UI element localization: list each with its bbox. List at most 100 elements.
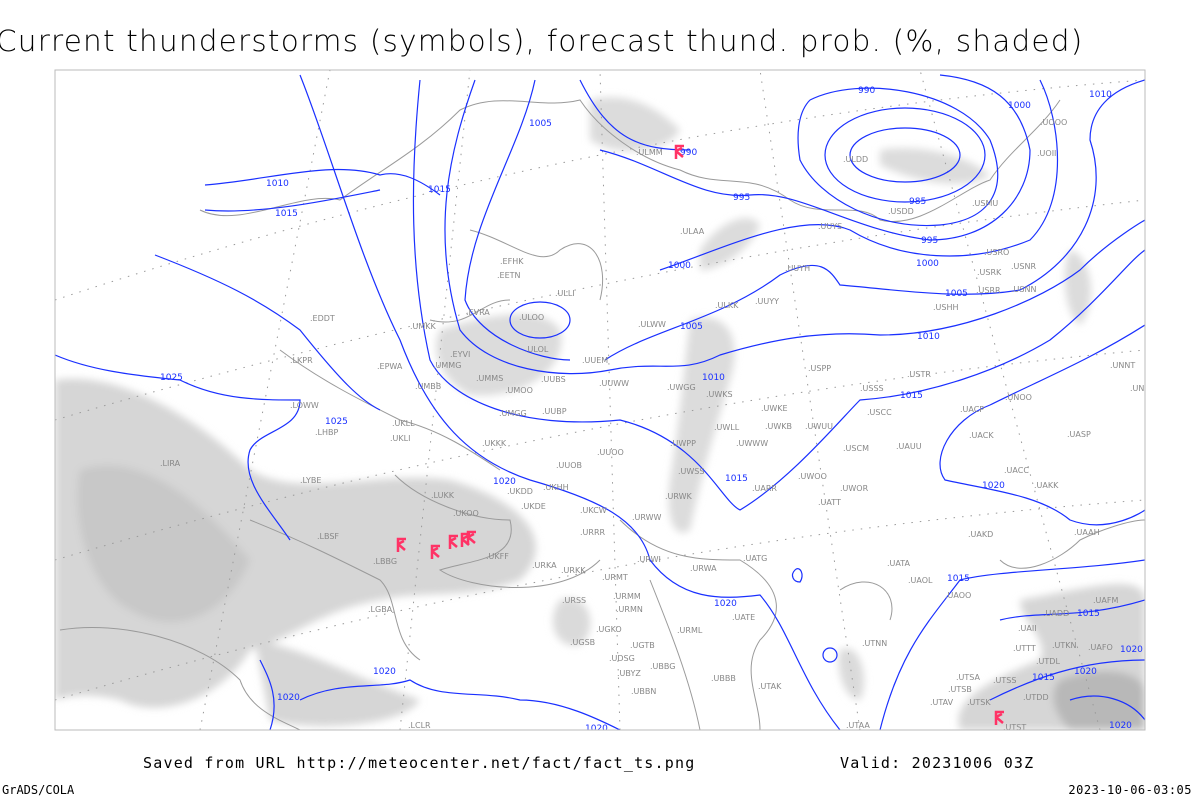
station-label: .ULOO [519, 313, 544, 322]
station-label: .LOWW [290, 401, 319, 410]
station-label: .LUKK [431, 491, 455, 500]
station-label: .UNNT [1110, 361, 1135, 370]
isobar-label: 1015 [1032, 673, 1055, 683]
station-label: .UARR [752, 484, 777, 493]
station-label: .UMBB [415, 382, 441, 391]
station-label: .UWPP [670, 439, 696, 448]
isobar-label: 1020 [1109, 721, 1132, 731]
station-label: .UBBG [650, 662, 675, 671]
station-label: .UAFO [1088, 643, 1113, 652]
station-label: .UKKK [482, 439, 507, 448]
valid-time-text: Valid: 20231006 03Z [840, 754, 1035, 772]
station-label: .UATG [743, 554, 767, 563]
isobar-label: 1015 [947, 574, 970, 584]
station-label: .USCC [867, 408, 892, 417]
isobar-label: 1020 [714, 599, 737, 609]
station-label: .UWLL [714, 423, 740, 432]
station-label: .LHBP [315, 428, 339, 437]
station-label: .ULAA [680, 227, 705, 236]
station-label: .LBBG [373, 557, 397, 566]
station-label: .USPP [808, 364, 831, 373]
station-label: .USNN [1011, 285, 1036, 294]
thunderstorm-symbol-icon [448, 534, 458, 549]
isobar-label: 1000 [1008, 101, 1031, 111]
station-label: .UAKK [1034, 481, 1059, 490]
station-label: .UWOR [840, 484, 869, 493]
isobar-label: 1025 [160, 373, 183, 383]
isobar-label: 1020 [982, 481, 1005, 491]
station-label: .URMN [616, 605, 643, 614]
station-label: .EFHK [500, 257, 524, 266]
station-label: .UACC [1004, 466, 1029, 475]
station-label: .URMM [613, 592, 641, 601]
station-label: .EETN [497, 271, 521, 280]
isobar-label: 1020 [1120, 645, 1143, 655]
station-label: .UKLI [390, 434, 410, 443]
isobar-label: 1000 [916, 259, 939, 269]
station-label: .UUBS [541, 375, 566, 384]
isobar-label: 1005 [945, 289, 968, 299]
station-label: .URRR [580, 528, 606, 537]
station-label: .UTNN [862, 639, 887, 648]
station-label: .UUOB [556, 461, 582, 470]
station-label: .USCM [843, 444, 869, 453]
station-label: .UMGG [499, 409, 527, 418]
station-label: .EVRA [466, 308, 490, 317]
lat-lon-grid [55, 70, 1145, 730]
station-label: .UATT [818, 498, 841, 507]
station-label: .UUEM [582, 356, 608, 365]
software-credit: GrADS/COLA [2, 783, 75, 797]
station-label: .ULLI [555, 289, 575, 298]
station-label: .LBSF [317, 532, 339, 541]
station-label: .EYVI [450, 350, 470, 359]
isobar-label: 1020 [493, 477, 516, 487]
thunderstorm-symbol-icon [396, 537, 406, 552]
station-label: .UTKN [1052, 641, 1077, 650]
isobar-label: 1020 [585, 724, 608, 734]
station-label: .UUWW [599, 379, 629, 388]
thunderstorm-probability-shading [55, 97, 1145, 730]
isobar-labels: 990 990 995 995 985 1000 1000 1000 1010 … [160, 86, 1143, 734]
station-label: .ULKK [715, 301, 739, 310]
station-label: .UWKE [761, 404, 788, 413]
station-label: .UWKS [706, 390, 733, 399]
isobar-label: 990 [680, 148, 697, 158]
isobar-label: 1000 [668, 261, 691, 271]
station-label: .EPWA [377, 362, 403, 371]
station-label: .URMT [602, 573, 628, 582]
station-label: .UOII [1037, 149, 1056, 158]
station-label: .UAUU [896, 442, 922, 451]
station-label: .UUOO [597, 448, 624, 457]
isobar-label: 1020 [1074, 667, 1097, 677]
station-label: .URKK [561, 566, 586, 575]
station-label: .URWI [637, 555, 661, 564]
station-label: .UKOO [453, 509, 479, 518]
station-label: .UAFM [1093, 596, 1118, 605]
station-label: .ULOL [525, 345, 549, 354]
station-label: .LYBE [300, 476, 321, 485]
station-label: .UMMS [476, 374, 503, 383]
isobar-label: 1020 [373, 667, 396, 677]
station-label: .UDSG [609, 654, 635, 663]
station-label: .UAOL [908, 576, 933, 585]
station-label: .UKDD [507, 487, 533, 496]
station-label: .UWWW [736, 439, 768, 448]
station-label: .UUYS [818, 222, 842, 231]
station-label: .USNR [1011, 262, 1036, 271]
station-label: .UOOO [1040, 118, 1067, 127]
isobar-label: 995 [921, 236, 938, 246]
thunderstorm-symbol-icon [430, 544, 440, 559]
station-label: .URWA [690, 564, 717, 573]
isobars [55, 74, 1145, 730]
station-labels: .ULMM .ULDD .USDD .USMU .UOOO .UOII .ULAA .UUYS… [160, 118, 1145, 730]
station-label: .LGBA [368, 605, 393, 614]
station-label: .UGKO [596, 625, 622, 634]
isobar-label: 1015 [1077, 609, 1100, 619]
station-label: .UASP [1067, 430, 1091, 439]
station-label: .UWGG [667, 383, 696, 392]
station-label: .UBBB [711, 674, 736, 683]
station-label: .UMOO [505, 386, 533, 395]
station-label: .USHH [933, 303, 959, 312]
isobar-label: 1015 [725, 474, 748, 484]
station-label: .UGTB [630, 641, 655, 650]
